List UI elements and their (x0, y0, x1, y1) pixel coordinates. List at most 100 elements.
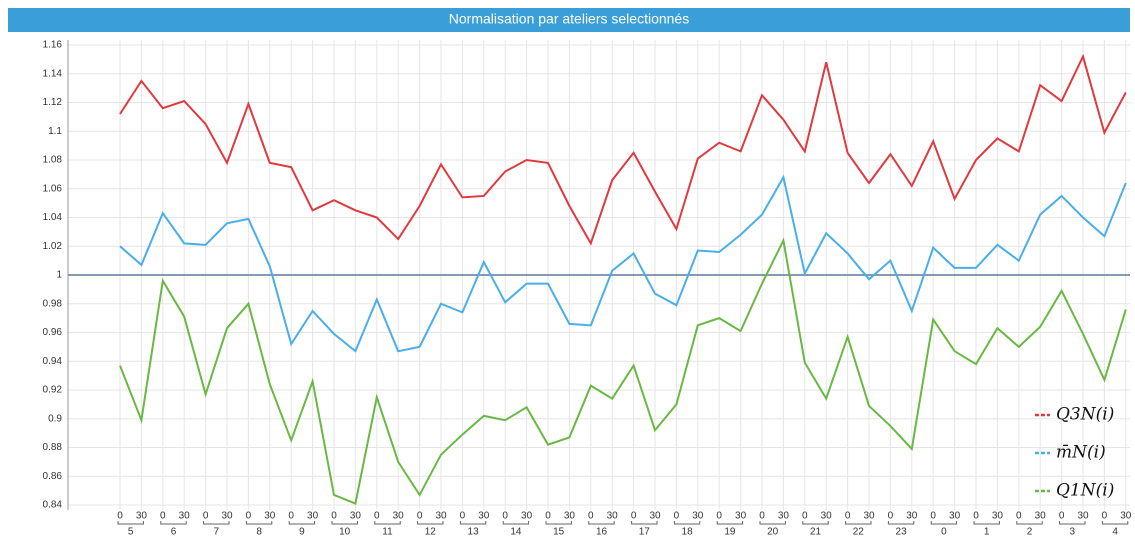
x-tick-label: 0 (845, 511, 851, 522)
x-tick-label: 30 (863, 511, 875, 522)
x-tick-label: 0 (331, 511, 337, 522)
x-tick-label: 0 (417, 511, 423, 522)
x-tick-label: 30 (1120, 511, 1132, 522)
x-group-label: 1 (984, 527, 990, 538)
chart-title: Normalisation par ateliers selectionnés (449, 11, 689, 27)
x-tick-label: 0 (502, 511, 508, 522)
group-bracket (245, 521, 273, 525)
y-tick-label: 0.98 (43, 298, 63, 309)
x-group-label: 2 (1027, 527, 1033, 538)
x-tick-label: 0 (588, 511, 594, 522)
x-group-label: 14 (510, 527, 522, 538)
x-tick-label: 0 (160, 511, 166, 522)
x-group-label: 15 (553, 527, 565, 538)
x-group-label: 22 (853, 527, 865, 538)
group-bracket (117, 521, 144, 525)
x-tick-label: 0 (759, 511, 765, 522)
group-bracket (417, 521, 444, 525)
x-tick-label: 0 (973, 511, 979, 522)
x-group-label: 10 (339, 527, 351, 538)
group-bracket (973, 521, 1000, 525)
x-group-label: 5 (128, 527, 134, 538)
x-tick-label: 30 (435, 511, 447, 522)
x-tick-label: 30 (221, 511, 233, 522)
group-bracket (545, 521, 572, 525)
x-group-label: 21 (810, 527, 822, 538)
legend-label: Q1N(i) (1056, 481, 1114, 501)
group-bracket (716, 521, 744, 525)
group-bracket (288, 521, 316, 525)
y-tick-label: 0.9 (48, 413, 62, 424)
y-tick-label: 1.16 (43, 40, 63, 51)
series-line (119, 174, 1127, 353)
group-bracket (374, 521, 401, 525)
legend-label: Q3N(i) (1056, 405, 1114, 425)
group-bracket (203, 521, 230, 525)
x-group-label: 23 (896, 527, 908, 538)
x-group-label: 4 (1112, 527, 1118, 538)
x-tick-label: 30 (735, 511, 747, 522)
x-tick-label: 30 (906, 511, 918, 522)
group-bracket (845, 521, 872, 525)
group-bracket (1016, 521, 1043, 525)
x-group-label: 17 (639, 527, 651, 538)
x-group-label: 13 (468, 527, 480, 538)
x-tick-label: 30 (1035, 511, 1047, 522)
x-tick-label: 0 (888, 511, 894, 522)
x-tick-label: 30 (264, 511, 276, 522)
x-group-label: 18 (682, 527, 694, 538)
title-bar (8, 8, 1130, 32)
x-group-label: 12 (425, 527, 437, 538)
y-tick-label: 1 (56, 270, 62, 281)
y-tick-label: 0.94 (43, 356, 63, 367)
x-group-label: 0 (941, 527, 947, 538)
y-tick-label: 0.84 (43, 500, 63, 511)
group-bracket (459, 521, 487, 525)
x-tick-label: 0 (716, 511, 722, 522)
group-bracket (331, 521, 358, 525)
y-tick-label: 0.92 (43, 385, 63, 396)
x-tick-label: 30 (607, 511, 619, 522)
x-tick-label: 0 (460, 511, 466, 522)
y-tick-label: 1.1 (48, 126, 62, 137)
x-tick-label: 30 (821, 511, 833, 522)
x-group-label: 7 (214, 527, 220, 538)
x-tick-label: 0 (1016, 511, 1022, 522)
group-bracket (759, 521, 786, 525)
x-group-label: 19 (724, 527, 736, 538)
x-group-label: 20 (767, 527, 779, 538)
group-bracket (1101, 521, 1129, 525)
y-tick-label: 1.14 (43, 68, 63, 79)
x-group-label: 3 (1070, 527, 1076, 538)
x-tick-label: 30 (949, 511, 961, 522)
x-tick-label: 30 (692, 511, 704, 522)
x-tick-label: 0 (117, 511, 123, 522)
x-tick-label: 0 (246, 511, 252, 522)
group-bracket (1059, 521, 1086, 525)
x-tick-label: 0 (1059, 511, 1065, 522)
x-tick-label: 30 (564, 511, 576, 522)
x-tick-label: 0 (288, 511, 294, 522)
x-tick-label: 30 (179, 511, 191, 522)
group-bracket (588, 521, 615, 525)
series-line (119, 237, 1127, 505)
x-group-label: 6 (171, 527, 177, 538)
y-tick-label: 0.96 (43, 327, 63, 338)
x-tick-label: 0 (930, 511, 936, 522)
group-bracket (802, 521, 829, 525)
x-tick-label: 30 (478, 511, 490, 522)
group-bracket (887, 521, 915, 525)
y-tick-label: 1.12 (43, 97, 63, 108)
x-tick-label: 30 (778, 511, 790, 522)
y-tick-label: 1.06 (43, 183, 63, 194)
x-group-label: 9 (299, 527, 305, 538)
x-tick-label: 30 (649, 511, 661, 522)
y-tick-label: 0.88 (43, 442, 63, 453)
x-tick-label: 30 (350, 511, 362, 522)
x-tick-label: 0 (545, 511, 551, 522)
x-tick-label: 0 (802, 511, 808, 522)
series-line (119, 53, 1127, 246)
x-tick-label: 30 (307, 511, 319, 522)
legend-label: m̄N(i) (1056, 443, 1106, 463)
x-group-label: 11 (382, 527, 393, 538)
